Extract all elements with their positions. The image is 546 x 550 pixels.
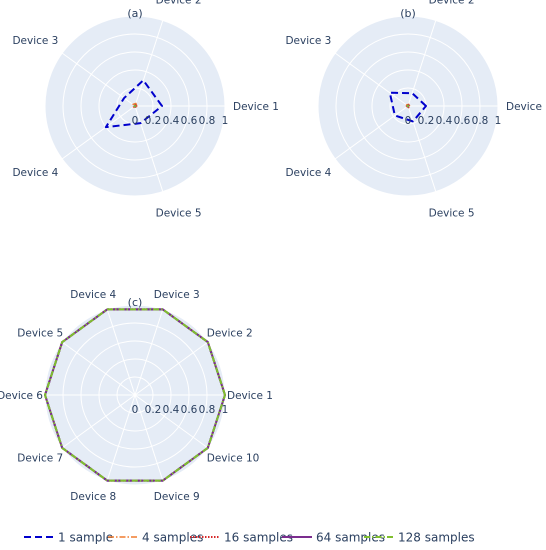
category-label: Device 3	[154, 289, 200, 301]
radial-tick-label: 0.6	[181, 404, 198, 416]
polar-panel-1: 0 0.2 0.4 0.6 0.8 1 Device 1 Device 2 Device 3 De…	[12, 0, 278, 220]
angular-gridline	[134, 105, 164, 192]
radial-tick-label: 0.2	[145, 115, 162, 127]
category-label: Device 5	[429, 208, 475, 220]
radial-tick-label: 0.8	[472, 115, 489, 127]
angular-gridline	[106, 309, 136, 396]
legend-label: 16 samples	[224, 531, 293, 545]
angular-gridline	[134, 309, 164, 396]
legend-label: 128 samples	[398, 531, 475, 545]
panel-title: (b)	[400, 7, 416, 20]
angular-gridline	[134, 394, 164, 481]
angular-gridline	[106, 394, 136, 481]
legend-label: 4 samples	[142, 531, 203, 545]
radial-tick-label: 0.4	[163, 115, 180, 127]
panel-title: (c)	[128, 296, 143, 309]
radial-tick-label: 1	[222, 115, 229, 127]
angular-gridline	[61, 105, 136, 160]
radial-tick-label: 0.2	[145, 404, 162, 416]
radial-tick-label: 1	[495, 115, 502, 127]
radial-tick-label: 0.4	[163, 404, 180, 416]
category-label: Device 2	[207, 328, 253, 340]
series-line-128-samples	[44, 308, 226, 482]
angular-gridline	[407, 20, 437, 107]
radial-tick-label: 0.6	[181, 115, 198, 127]
angular-gridline	[134, 394, 209, 449]
category-label: Device 8	[70, 491, 116, 503]
category-label: Device 4	[70, 289, 116, 301]
legend: 1 sample 4 samples 16 samples 64 samples 128…	[24, 531, 475, 545]
series-line-4-samples	[132, 102, 138, 109]
category-label: Device 1	[227, 390, 273, 402]
legend-label: 1 sample	[58, 531, 113, 545]
category-label: Device 10	[207, 452, 260, 464]
radial-tick-label: 0.4	[436, 115, 453, 127]
legend-label: 64 samples	[316, 531, 385, 545]
series-line-1-sample	[104, 79, 163, 129]
angular-gridline	[134, 341, 209, 396]
category-label: Device 7	[17, 452, 63, 464]
radial-tick-label: 0.8	[199, 404, 216, 416]
category-label: Device 4	[12, 167, 58, 179]
radial-tick-label: 0.8	[199, 115, 216, 127]
angular-gridline	[61, 394, 136, 449]
category-label: Device 2	[429, 0, 475, 6]
category-label: Device 5	[156, 208, 202, 220]
category-label: Device 9	[154, 491, 200, 503]
polar-panel-2: 0 0.20.40.60.8 1 Device 1 Device 2 Device 3 De…	[285, 0, 546, 220]
radial-tick-label: 0.6	[454, 115, 471, 127]
category-label: Device 1	[506, 101, 546, 113]
angular-gridline	[61, 52, 136, 107]
angular-gridline	[134, 20, 164, 107]
panel-title: (a)	[127, 7, 142, 20]
radial-tick-label: 0	[132, 115, 139, 127]
category-label: Device 5	[17, 328, 63, 340]
category-label: Device 3	[12, 35, 58, 47]
category-label: Device 1	[233, 101, 279, 113]
angular-gridline	[334, 52, 409, 107]
category-label: Device 2	[156, 0, 202, 6]
series-line-1-sample	[388, 91, 427, 123]
radial-tick-label: 0	[132, 404, 139, 416]
category-label: Device 3	[285, 35, 331, 47]
category-label: Device 4	[285, 167, 331, 179]
polar-panel-3: 0 0.2 0.4 0.6 0.8 1 Device 1 Device 2 Device 3 De…	[0, 289, 273, 503]
angular-gridline	[61, 341, 136, 396]
angular-gridline	[334, 105, 409, 160]
radial-tick-label: 0	[405, 115, 412, 127]
radial-tick-label: 0.2	[418, 115, 435, 127]
category-label: Device 6	[0, 390, 43, 402]
radial-tick-label: 1	[222, 404, 229, 416]
